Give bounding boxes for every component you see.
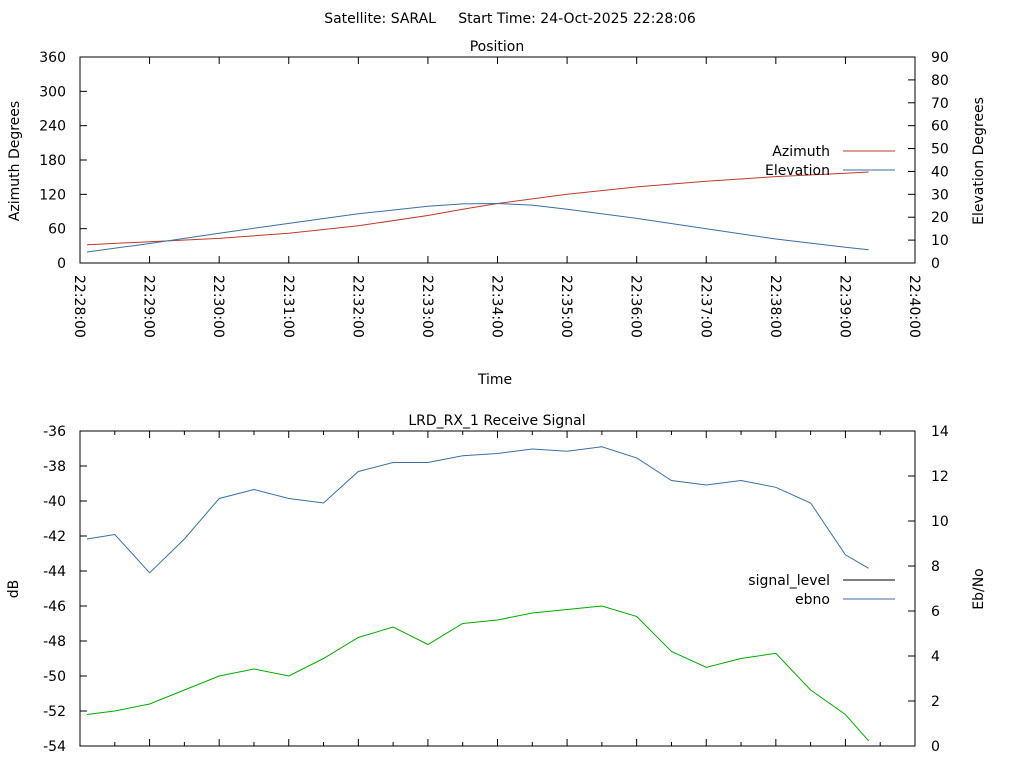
y-tick-label: -54 [43,739,66,755]
x-tick-label: 22:35:00 [558,275,574,338]
y-tick-label: -42 [43,529,66,545]
x-tick-label: 22:33:00 [419,275,435,338]
position-plot-frame [79,56,916,264]
y2-tick-label: 30 [931,187,949,203]
y-tick-label: 120 [39,187,66,203]
y2-tick-label: 0 [931,256,940,272]
x-tick-label: 22:30:00 [210,275,226,338]
signal-line [86,605,869,742]
y2-tick-label: 2 [931,694,940,710]
y-tick-label: -46 [43,599,66,615]
x-tick-label: 22:38:00 [767,275,783,338]
y2-tick-label: 6 [931,604,940,620]
signal-y-axis-label: dB [6,580,22,599]
position-y-ticks: 0 60 120 180 240 300 360 [39,50,87,272]
x-tick-label: 22:37:00 [697,275,713,338]
y-tick-label: -40 [43,494,66,510]
signal-y-ticks: -54 -52 -50 -48 -46 -44 -42 -40 -38 -36 [43,424,87,755]
y2-tick-label: 40 [931,164,949,180]
y2-tick-label: 20 [931,210,949,226]
x-tick-label: 22:32:00 [349,275,365,338]
y2-tick-label: 80 [931,73,949,89]
page-title: Satellite: SARAL Start Time: 24-Oct-2025… [324,11,696,27]
legend-label-ebno: ebno [795,592,830,608]
position-y2-ticks: 0 10 20 30 40 50 60 70 80 90 [908,50,949,272]
legend-label-elevation: Elevation [765,163,830,179]
position-legend: Azimuth Elevation [765,144,895,179]
legend-label-azimuth: Azimuth [772,144,830,160]
y2-tick-label: 8 [931,559,940,575]
ebno-line [86,446,869,574]
y-tick-label: 60 [48,222,66,238]
y-tick-label: 240 [39,119,66,135]
y-tick-label: 180 [39,153,66,169]
position-title: Position [470,39,525,55]
signal-chart: LRD_RX_1 Receive Signal dB Eb/No -54-52-… [6,413,987,755]
y2-tick-label: 4 [931,649,940,665]
x-tick-label: 22:39:00 [836,275,852,338]
y2-tick-label: 10 [931,233,949,249]
position-x-ticks: 22:28:00 22:29:00 22:30:00 22:31:00 22:32:00… [71,57,922,338]
position-y2-axis-label: Elevation Degrees [971,97,987,225]
signal-title: LRD_RX_1 Receive Signal [408,413,585,429]
y-tick-label: -44 [43,564,66,580]
x-tick-label: 22:40:00 [906,275,922,338]
y-tick-label: -52 [43,704,66,720]
x-tick-label: 22:28:00 [71,275,87,338]
azimuth-line [86,171,869,246]
signal-y2-axis-label: Eb/No [971,568,987,610]
y-tick-label: -50 [43,669,66,685]
position-y-axis-label: Azimuth Degrees [7,101,23,221]
elevation-line [86,202,869,253]
position-series [86,171,869,253]
y2-tick-label: 70 [931,96,949,112]
position-chart: Position Azimuth Degrees Elevation Degre… [7,39,987,388]
x-tick-label: 22:34:00 [489,275,505,338]
y-tick-label: -36 [43,424,66,440]
x-tick-label: 22:36:00 [628,275,644,338]
legend-label-signal-level: signal_level [748,573,830,589]
y-tick-label: -38 [43,459,66,475]
position-x-axis-label: Time [477,372,512,388]
signal-series [86,446,869,742]
signal-legend: signal_level ebno [748,573,895,608]
y-tick-label: 0 [57,256,66,272]
signal-y2-ticks: 0 2 4 6 8 10 12 14 [908,424,949,755]
signal-x-ticks [79,431,916,746]
y2-tick-label: 10 [931,514,949,530]
y-tick-label: 300 [39,84,66,100]
y2-tick-label: 12 [931,469,949,485]
y2-tick-label: 50 [931,142,949,158]
x-tick-label: 22:29:00 [141,275,157,338]
y2-tick-label: 90 [931,50,949,66]
y2-tick-label: 0 [931,739,940,755]
x-tick-label: 22:31:00 [280,275,296,338]
y-tick-label: 360 [39,50,66,66]
y2-tick-label: 14 [931,424,949,440]
y2-tick-label: 60 [931,119,949,135]
y-tick-label: -48 [43,634,66,650]
